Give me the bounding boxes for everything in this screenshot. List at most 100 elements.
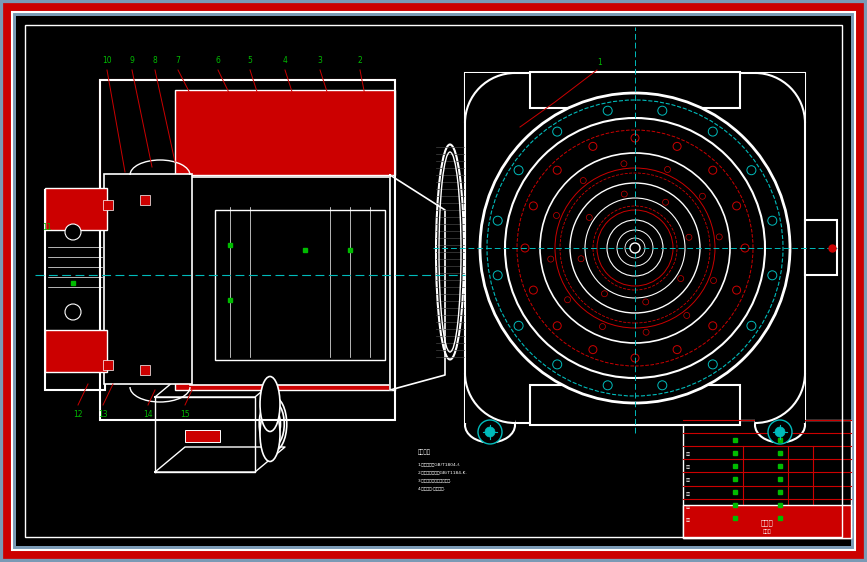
Circle shape xyxy=(65,304,81,320)
Circle shape xyxy=(631,134,639,142)
Text: 8: 8 xyxy=(153,56,158,65)
Text: 4.表面处理:发黑处理.: 4.表面处理:发黑处理. xyxy=(418,486,446,490)
Circle shape xyxy=(603,381,612,390)
Bar xyxy=(805,220,837,275)
Text: 2.未注形位公差按GB/T1184-K.: 2.未注形位公差按GB/T1184-K. xyxy=(418,470,468,474)
Circle shape xyxy=(564,297,570,303)
Text: 轴承座: 轴承座 xyxy=(760,519,773,525)
Bar xyxy=(465,73,805,423)
Ellipse shape xyxy=(260,377,280,432)
Circle shape xyxy=(642,299,649,305)
Text: 5: 5 xyxy=(248,56,252,65)
Bar xyxy=(465,373,515,423)
Circle shape xyxy=(589,346,596,353)
Bar xyxy=(530,385,740,425)
Bar xyxy=(45,188,107,230)
Bar xyxy=(215,210,385,360)
Circle shape xyxy=(505,118,765,378)
Circle shape xyxy=(768,216,777,225)
Text: 审核: 审核 xyxy=(686,492,691,496)
Ellipse shape xyxy=(260,406,280,461)
Circle shape xyxy=(599,324,605,329)
Bar xyxy=(140,195,150,205)
Bar xyxy=(45,330,107,372)
Circle shape xyxy=(580,178,586,184)
Circle shape xyxy=(553,127,562,136)
Circle shape xyxy=(673,142,681,151)
Circle shape xyxy=(578,256,584,262)
Circle shape xyxy=(708,360,717,369)
Polygon shape xyxy=(390,175,445,390)
Bar xyxy=(530,72,740,108)
Text: 比例: 比例 xyxy=(686,465,691,469)
Circle shape xyxy=(631,354,639,362)
Bar xyxy=(175,90,395,175)
Text: 9: 9 xyxy=(129,56,134,65)
Circle shape xyxy=(521,244,529,252)
Ellipse shape xyxy=(259,397,287,451)
Circle shape xyxy=(708,127,717,136)
Text: 11: 11 xyxy=(42,223,51,232)
Circle shape xyxy=(485,427,495,437)
Circle shape xyxy=(673,346,681,353)
Circle shape xyxy=(65,224,81,240)
Circle shape xyxy=(530,202,538,210)
Circle shape xyxy=(746,166,756,175)
Circle shape xyxy=(553,360,562,369)
Bar xyxy=(45,190,105,390)
Circle shape xyxy=(678,275,684,282)
Text: 12: 12 xyxy=(73,410,82,419)
Circle shape xyxy=(603,106,612,115)
Circle shape xyxy=(741,244,749,252)
Bar xyxy=(103,200,113,210)
Polygon shape xyxy=(155,447,285,472)
Bar xyxy=(100,80,395,240)
Bar xyxy=(465,73,515,123)
Text: 4: 4 xyxy=(283,56,288,65)
Circle shape xyxy=(478,420,502,444)
Ellipse shape xyxy=(262,401,284,446)
Ellipse shape xyxy=(755,407,805,442)
Circle shape xyxy=(630,243,640,253)
Text: 3: 3 xyxy=(317,56,323,65)
Circle shape xyxy=(553,212,559,219)
Circle shape xyxy=(768,271,777,280)
Circle shape xyxy=(643,329,649,336)
Circle shape xyxy=(514,321,523,330)
Text: 1: 1 xyxy=(597,58,603,67)
Circle shape xyxy=(709,166,717,174)
Circle shape xyxy=(664,166,670,173)
Circle shape xyxy=(700,193,706,200)
Ellipse shape xyxy=(436,144,464,360)
Circle shape xyxy=(686,234,692,241)
Text: 批准: 批准 xyxy=(686,479,691,483)
Circle shape xyxy=(589,142,596,151)
Circle shape xyxy=(553,322,561,330)
Bar xyxy=(433,220,465,275)
Circle shape xyxy=(733,202,740,210)
Bar xyxy=(190,177,390,385)
Bar xyxy=(175,305,395,390)
Bar xyxy=(755,73,805,123)
Text: 2: 2 xyxy=(357,56,362,65)
Text: 制造商: 制造商 xyxy=(763,529,772,534)
Text: 校对: 校对 xyxy=(686,505,691,509)
Text: 技术要求: 技术要求 xyxy=(418,450,431,455)
Circle shape xyxy=(493,271,502,280)
Text: 3.零件加工后需去毛刺倒角.: 3.零件加工后需去毛刺倒角. xyxy=(418,478,453,482)
Bar xyxy=(140,365,150,375)
Polygon shape xyxy=(155,372,285,397)
Circle shape xyxy=(709,322,717,330)
Circle shape xyxy=(493,216,502,225)
Polygon shape xyxy=(155,397,255,472)
Circle shape xyxy=(746,321,756,330)
Circle shape xyxy=(733,286,740,294)
Bar xyxy=(683,505,851,538)
Text: 14: 14 xyxy=(143,410,153,419)
Circle shape xyxy=(662,200,668,205)
Circle shape xyxy=(602,291,608,297)
Text: 6: 6 xyxy=(216,56,220,65)
Circle shape xyxy=(768,420,792,444)
Bar xyxy=(683,420,851,538)
Circle shape xyxy=(684,312,690,319)
